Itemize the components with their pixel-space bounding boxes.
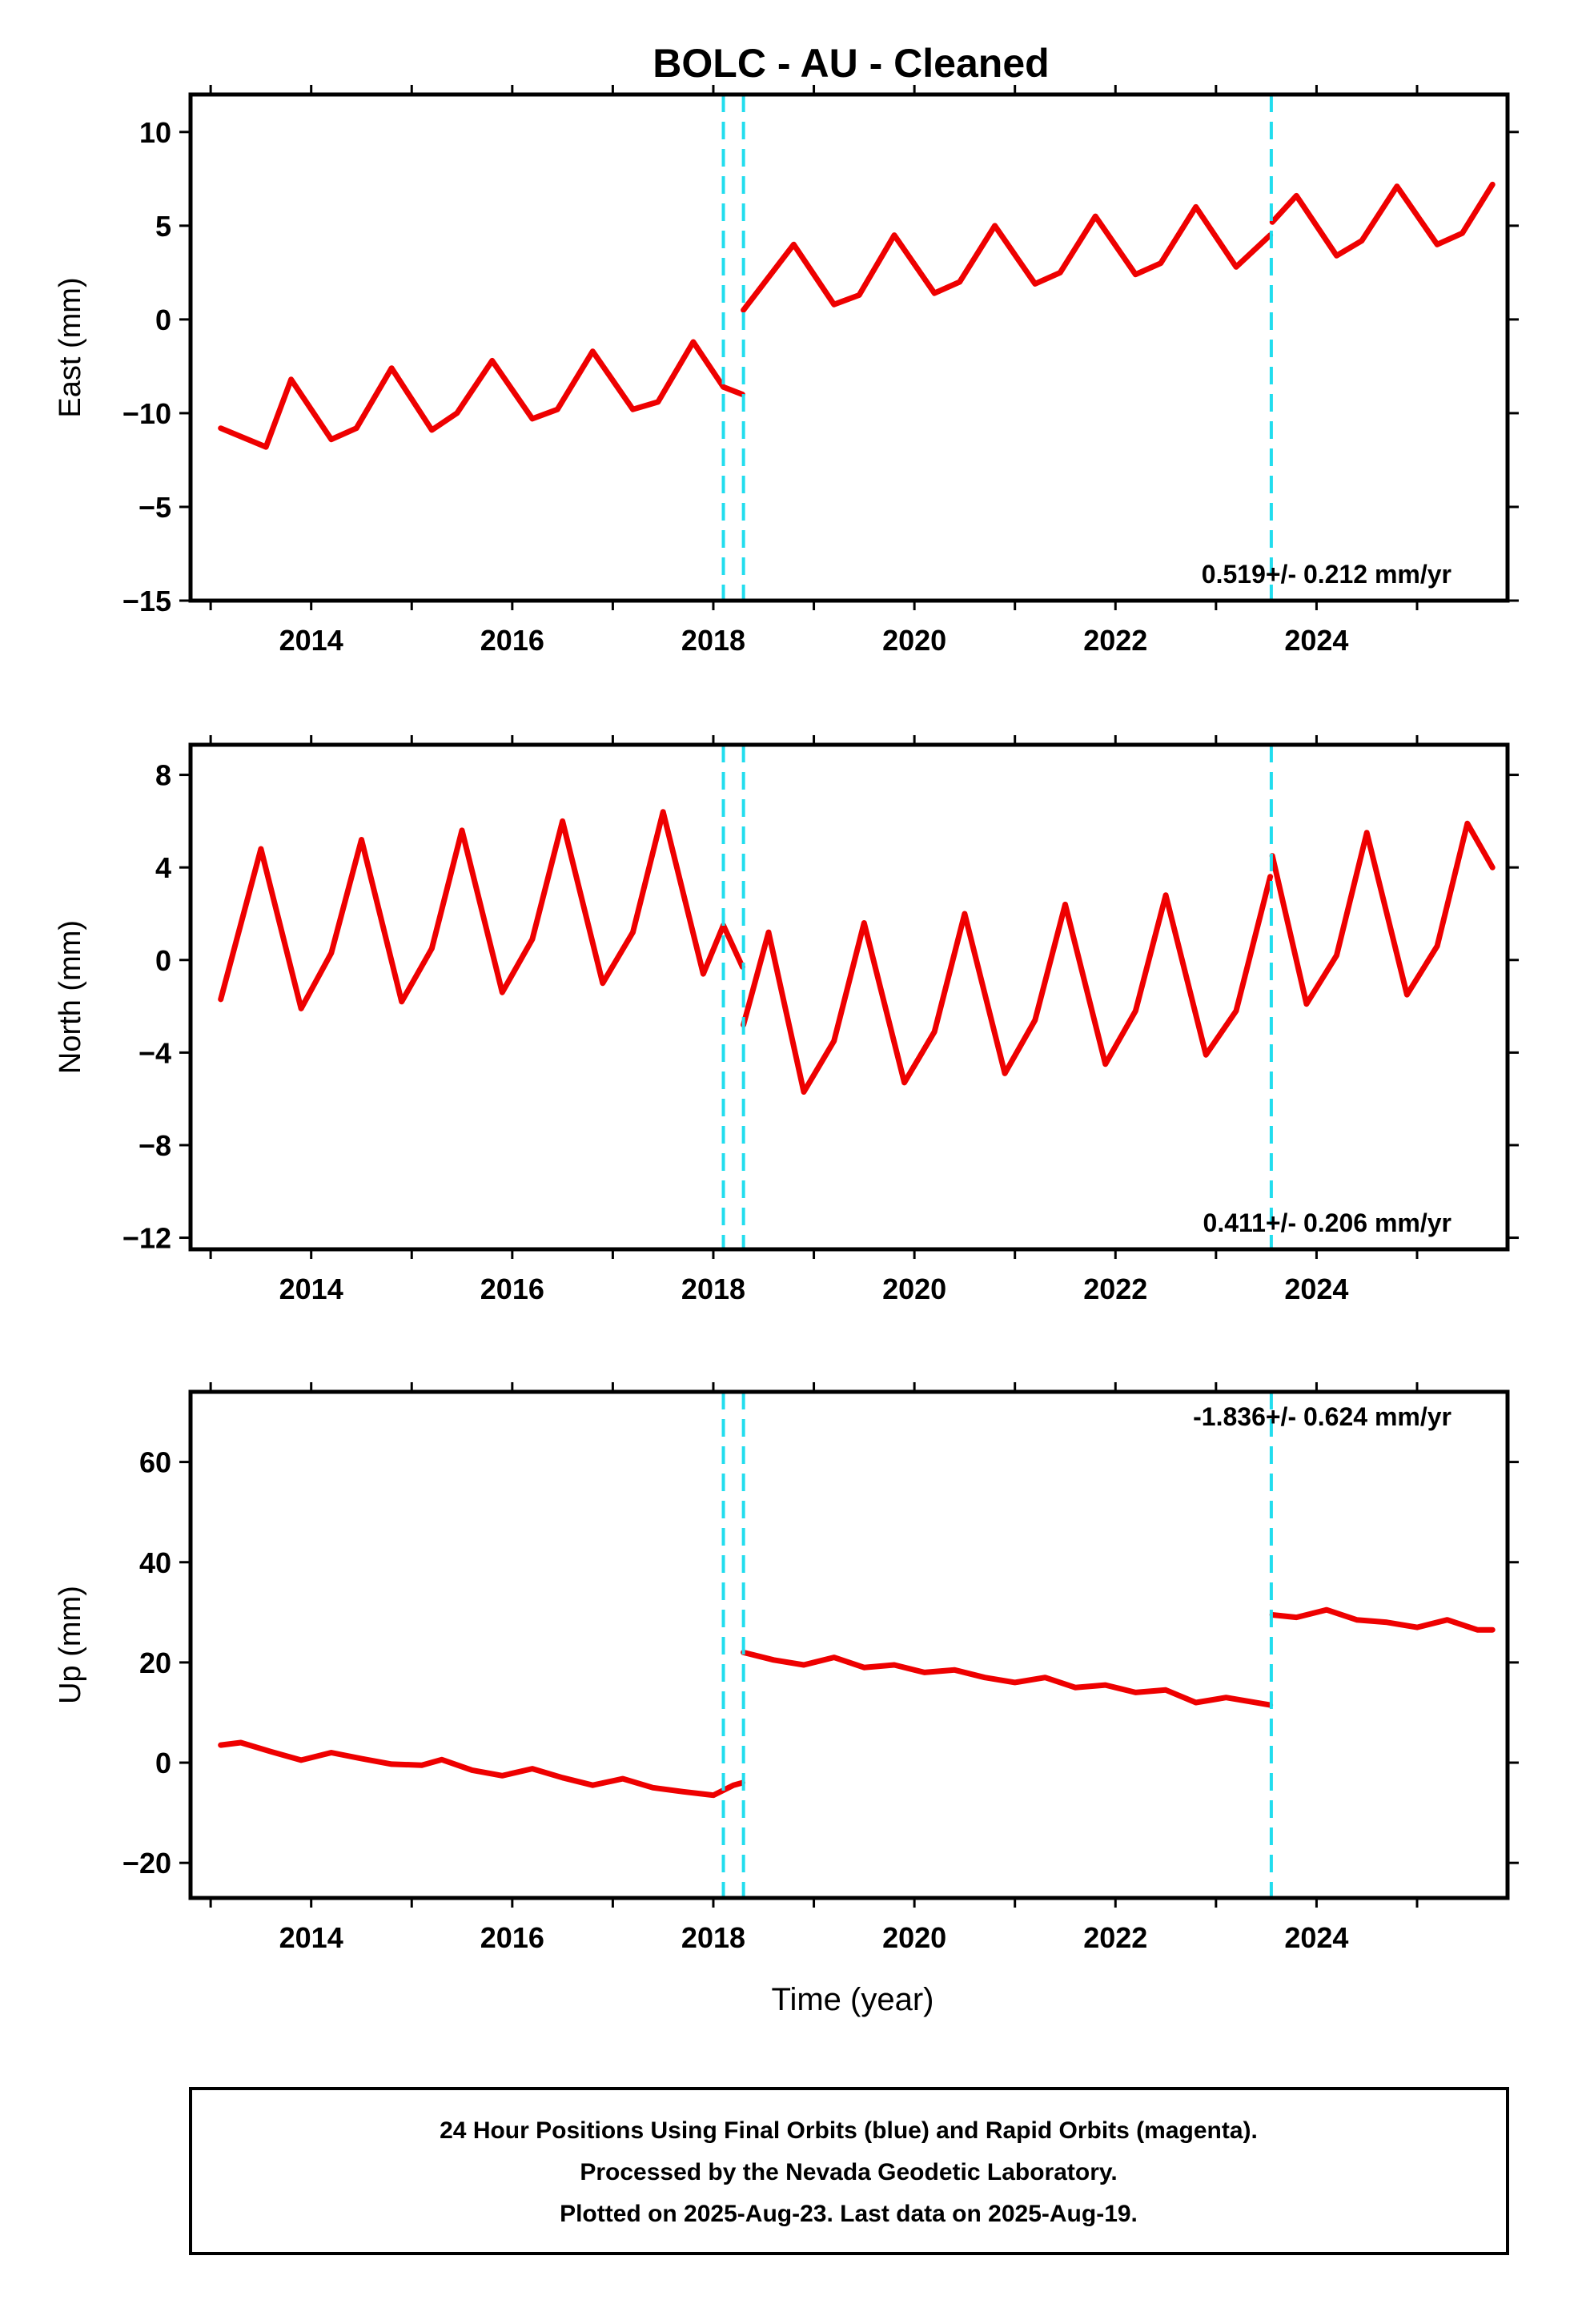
- y-tick-label: 8: [155, 759, 171, 792]
- y-tick-label: −10: [122, 397, 171, 430]
- north-model-line-1: [741, 874, 1274, 1095]
- east-panel: 2014 2016 2018 2020 2022 2024 10 5 0 −10 −5 −15 East…: [54, 85, 1519, 657]
- x-tick-label: 2020: [882, 624, 946, 657]
- up-model-line-2: [1269, 1606, 1496, 1633]
- up-y-axis-label: Up (mm): [54, 1586, 87, 1704]
- north-panel: 2014 2016 2018 2020 2022 2024 8 4 0 −4 −8 −12 North …: [54, 735, 1519, 1305]
- y-tick-label: 0: [155, 1747, 171, 1779]
- up-frame: [188, 1389, 1510, 1900]
- north-model-line-0: [218, 809, 745, 1011]
- up-plot-area: [218, 1392, 1496, 1898]
- y-tick-label: −4: [139, 1036, 171, 1069]
- up-panel: 2014 2016 2018 2020 2022 2024 60 40 20 0 −20 Up (mm…: [54, 1382, 1519, 1954]
- east-y-axis-label: East (mm): [54, 277, 87, 417]
- up-rate-label: -1.836+/- 0.624 mm/yr: [1193, 1402, 1452, 1431]
- east-plot-area: [218, 94, 1496, 601]
- x-tick-label: 2024: [1284, 624, 1348, 657]
- up-model-line-1: [741, 1649, 1274, 1708]
- east-model-line-0: [218, 339, 745, 450]
- x-tick-label: 2016: [480, 1273, 544, 1305]
- x-tick-label: 2022: [1083, 624, 1147, 657]
- x-tick-label: 2014: [279, 1921, 343, 1954]
- y-tick-label: 10: [139, 116, 171, 149]
- y-tick-label: 4: [155, 851, 171, 884]
- up-model-line-0: [218, 1739, 745, 1799]
- x-tick-label: 2022: [1083, 1273, 1147, 1305]
- legend-line-3: Plotted on 2025-Aug-23. Last data on 202…: [560, 2201, 1138, 2227]
- east-model-line-1: [741, 203, 1274, 313]
- east-frame: [188, 92, 1510, 603]
- x-tick-label: 2024: [1284, 1921, 1348, 1954]
- x-tick-label: 2018: [681, 1273, 745, 1305]
- x-tick-label: 2016: [480, 624, 544, 657]
- y-tick-label: 20: [139, 1647, 171, 1679]
- y-tick-label: −15: [122, 585, 171, 617]
- x-tick-label: 2020: [882, 1921, 946, 1954]
- north-model-line-2: [1269, 820, 1496, 1007]
- x-axis-label: Time (year): [772, 1982, 934, 2017]
- y-tick-label: −5: [139, 491, 171, 524]
- x-tick-label: 2014: [279, 624, 343, 657]
- north-frame: [188, 742, 1510, 1252]
- north-y-axis-label: North (mm): [54, 920, 87, 1074]
- y-tick-label: 0: [155, 304, 171, 336]
- y-tick-label: 5: [155, 210, 171, 243]
- east-rate-label: 0.519+/- 0.212 mm/yr: [1202, 560, 1452, 589]
- north-rate-label: 0.411+/- 0.206 mm/yr: [1203, 1208, 1452, 1237]
- x-tick-label: 2016: [480, 1921, 544, 1954]
- y-tick-label: −20: [122, 1847, 171, 1880]
- x-tick-label: 2022: [1083, 1921, 1147, 1954]
- legend-line-1: 24 Hour Positions Using Final Orbits (bl…: [440, 2117, 1258, 2144]
- north-plot-area: [218, 745, 1496, 1249]
- x-tick-label: 2024: [1284, 1273, 1348, 1305]
- east-model-line-2: [1269, 181, 1496, 259]
- y-tick-label: 40: [139, 1546, 171, 1579]
- y-tick-label: 0: [155, 944, 171, 977]
- legend-box: 24 Hour Positions Using Final Orbits (bl…: [189, 2087, 1509, 2255]
- x-tick-label: 2018: [681, 1921, 745, 1954]
- chart-title: BOLC - AU - Cleaned: [652, 41, 1049, 86]
- y-tick-label: 60: [139, 1446, 171, 1479]
- x-tick-label: 2014: [279, 1273, 343, 1305]
- x-tick-label: 2020: [882, 1273, 946, 1305]
- y-tick-label: −12: [122, 1222, 171, 1255]
- legend-line-2: Processed by the Nevada Geodetic Laborat…: [580, 2159, 1117, 2185]
- y-tick-label: −8: [139, 1129, 171, 1162]
- x-tick-label: 2018: [681, 624, 745, 657]
